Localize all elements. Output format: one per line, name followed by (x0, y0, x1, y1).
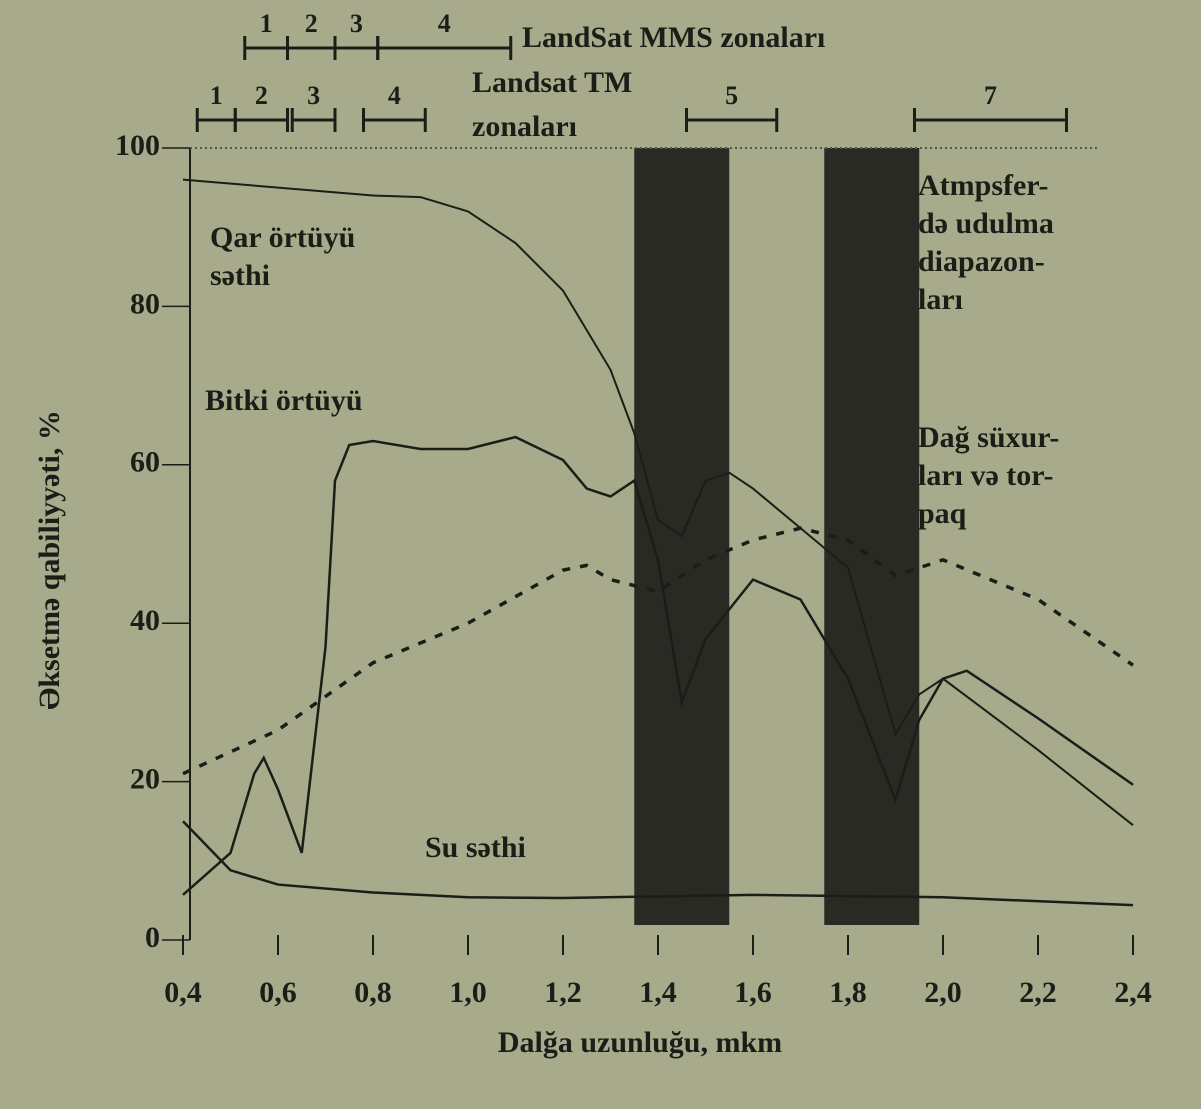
absorption-band (824, 148, 920, 925)
series-line (182, 178, 1134, 826)
zone-label: 1 (210, 81, 223, 110)
zone-label: 3 (307, 81, 320, 110)
x-tick-label: 1,4 (639, 976, 677, 1009)
x-axis-title: Dalğa uzunluğu, mkm (498, 1026, 782, 1059)
zone-title: zonaları (472, 110, 577, 143)
x-tick-label: 2,0 (924, 976, 962, 1009)
series-label: ları və tor- (918, 459, 1053, 492)
y-axis-title: Əksetmə qabiliyyəti, % (33, 410, 66, 710)
zone-label: 2 (305, 9, 318, 38)
x-tick-label: 0,8 (354, 976, 392, 1009)
series-label: Dağ süxur- (918, 421, 1059, 454)
series-label: Qar örtüyü (210, 221, 355, 254)
y-tick-label: 0 (145, 921, 160, 954)
y-tick-label: 100 (115, 129, 160, 162)
x-tick-label: 1,0 (449, 976, 487, 1009)
zone-title: Landsat TM (472, 66, 632, 99)
series-line (182, 820, 1134, 907)
series-label: paq (918, 497, 967, 530)
series-line (182, 526, 1134, 776)
zone-label: 2 (255, 81, 268, 110)
x-tick-label: 2,4 (1114, 976, 1152, 1009)
y-tick-label: 20 (130, 762, 160, 795)
x-tick-label: 1,8 (829, 976, 867, 1009)
band-annotation: də udulma (918, 207, 1054, 240)
y-tick-label: 60 (130, 446, 160, 479)
band-annotation: Atmpsfer- (918, 169, 1049, 202)
x-tick-label: 1,6 (734, 976, 772, 1009)
series-label: Su səthi (425, 831, 526, 864)
zone-label: 7 (984, 81, 997, 110)
x-tick-label: 2,2 (1019, 976, 1057, 1009)
zone-title: LandSat MMS zonaları (522, 21, 825, 54)
series-line (182, 435, 1134, 896)
band-annotation: ları (918, 283, 963, 316)
y-tick-label: 80 (130, 287, 160, 320)
zone-label: 5 (725, 81, 738, 110)
y-tick-label: 40 (130, 604, 160, 637)
band-annotation: diapazon- (918, 245, 1045, 278)
series-label: Bitki örtüyü (205, 384, 363, 417)
x-tick-label: 1,2 (544, 976, 582, 1009)
zone-label: 3 (350, 9, 363, 38)
x-tick-label: 0,6 (259, 976, 297, 1009)
zone-label: 1 (260, 9, 273, 38)
x-tick-label: 0,4 (164, 976, 202, 1009)
zone-label: 4 (438, 9, 451, 38)
zone-label: 4 (388, 81, 401, 110)
series-label: səthi (210, 259, 270, 292)
